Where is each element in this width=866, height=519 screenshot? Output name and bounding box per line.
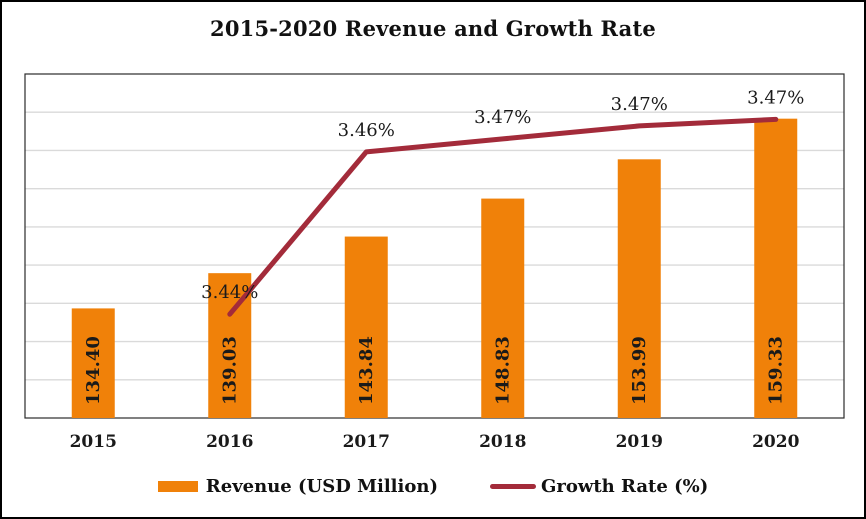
chart-title: 2015-2020 Revenue and Growth Rate xyxy=(210,16,656,41)
growth-line-swatch xyxy=(489,484,536,489)
x-axis-label: 2015 xyxy=(70,432,117,452)
legend-item-growth: Growth Rate (%) xyxy=(489,476,709,497)
bar-value-label: 143.84 xyxy=(356,336,377,405)
revenue-bar xyxy=(617,159,661,418)
legend-label-growth: Growth Rate (%) xyxy=(540,476,709,497)
revenue-bar xyxy=(344,236,388,418)
legend-item-revenue: Revenue (USD Million) xyxy=(157,476,438,497)
growth-point-label: 3.47% xyxy=(611,94,668,115)
legend: Revenue (USD Million) Growth Rate (%) xyxy=(2,476,864,497)
plot-area: 134.40 139.03 143.84 148.83 153.99 159.33 2015… xyxy=(24,73,845,452)
bar-value-label: 134.40 xyxy=(83,336,104,405)
revenue-bar xyxy=(754,118,798,418)
bar-value-label: 139.03 xyxy=(219,336,240,405)
plot-border xyxy=(24,73,845,419)
revenue-bar-swatch xyxy=(157,481,198,492)
x-axis-label: 2017 xyxy=(343,432,390,452)
growth-line xyxy=(227,116,779,317)
x-axis-label: 2018 xyxy=(479,432,526,452)
bar-value-label: 148.83 xyxy=(492,336,513,405)
x-axis-label: 2016 xyxy=(206,432,253,452)
growth-point-label: 3.44% xyxy=(201,282,258,303)
growth-point-label: 3.46% xyxy=(338,120,395,141)
legend-label-revenue: Revenue (USD Million) xyxy=(205,476,438,497)
x-axis-label: 2020 xyxy=(752,432,799,452)
revenue-bar xyxy=(71,308,115,418)
x-axis-label: 2019 xyxy=(616,432,663,452)
bar-value-label: 153.99 xyxy=(629,336,650,405)
bar-value-label: 159.33 xyxy=(765,336,786,405)
growth-point-label: 3.47% xyxy=(474,107,531,128)
growth-point-label: 3.47% xyxy=(747,87,804,108)
revenue-bar xyxy=(481,198,525,418)
